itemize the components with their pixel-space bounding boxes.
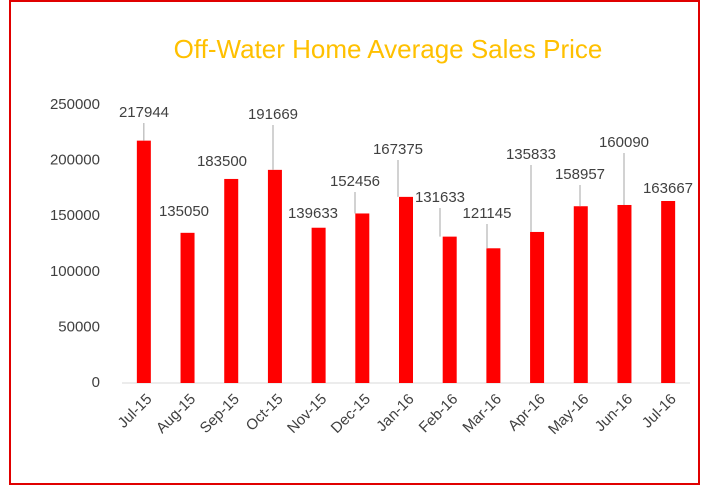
bar	[617, 204, 632, 383]
bar	[530, 231, 545, 383]
bar	[311, 227, 326, 383]
data-label: 135050	[159, 203, 209, 220]
y-tick-label: 150000	[50, 207, 100, 224]
data-label: 152456	[330, 173, 380, 190]
bar	[355, 213, 370, 383]
data-label: 160090	[599, 134, 649, 151]
bar	[136, 140, 151, 383]
data-label: 183500	[197, 153, 247, 170]
data-label: 135833	[506, 146, 556, 163]
bar	[224, 178, 239, 383]
y-tick-label: 50000	[58, 318, 100, 335]
data-label: 158957	[555, 166, 605, 183]
bar	[573, 206, 588, 383]
data-label: 121145	[463, 205, 512, 222]
chart-title: Off-Water Home Average Sales Price	[174, 34, 603, 64]
data-label: 167375	[373, 141, 423, 158]
data-label: 217944	[119, 104, 169, 121]
bar	[661, 201, 676, 383]
bar	[180, 232, 195, 383]
data-label: 131633	[415, 189, 465, 206]
data-label: 139633	[288, 205, 338, 222]
y-tick-label: 250000	[50, 96, 100, 113]
data-label: 191669	[248, 106, 298, 123]
y-tick-label: 200000	[50, 152, 100, 169]
bar	[486, 248, 501, 383]
bar	[267, 169, 282, 383]
bar	[442, 236, 457, 383]
y-tick-label: 0	[92, 374, 100, 391]
bar	[399, 196, 413, 383]
data-label: 163667	[643, 180, 693, 197]
y-tick-label: 100000	[50, 263, 100, 280]
